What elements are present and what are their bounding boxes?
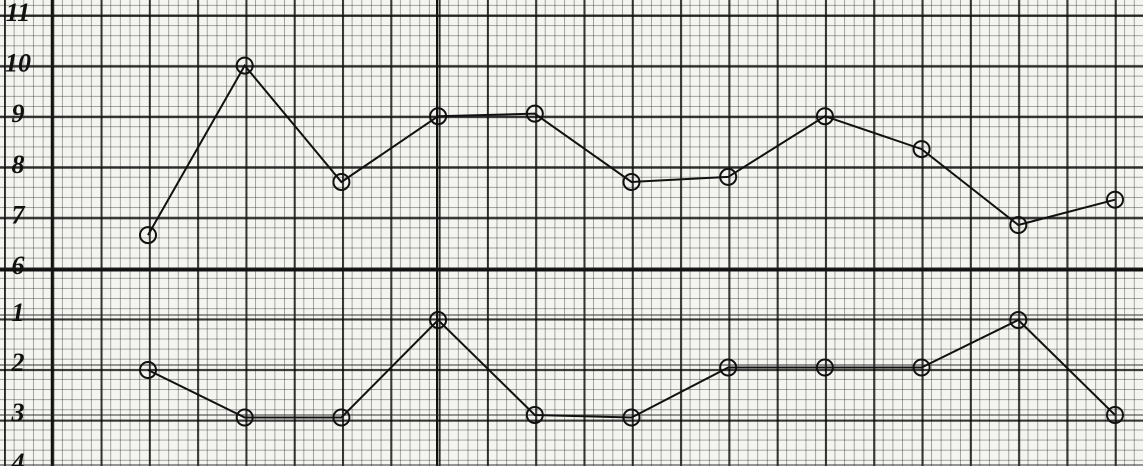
y-tick-label: 11 — [6, 0, 31, 27]
data-line — [148, 320, 1115, 418]
chart: 678910111234 — [0, 0, 1143, 466]
data-line — [148, 66, 1115, 236]
y-tick-label: 8 — [12, 150, 25, 179]
y-tick-label: 1 — [12, 298, 25, 327]
y-tick-label: 2 — [11, 348, 25, 377]
y-tick-label: 7 — [12, 200, 26, 229]
y-tick-label: 9 — [12, 99, 25, 128]
graph-paper: 678910111234 — [0, 0, 1143, 466]
y-tick-label: 3 — [11, 398, 25, 427]
y-tick-label: 10 — [5, 49, 31, 78]
y-tick-label: 6 — [12, 251, 25, 280]
y-tick-label: 4 — [11, 448, 25, 466]
